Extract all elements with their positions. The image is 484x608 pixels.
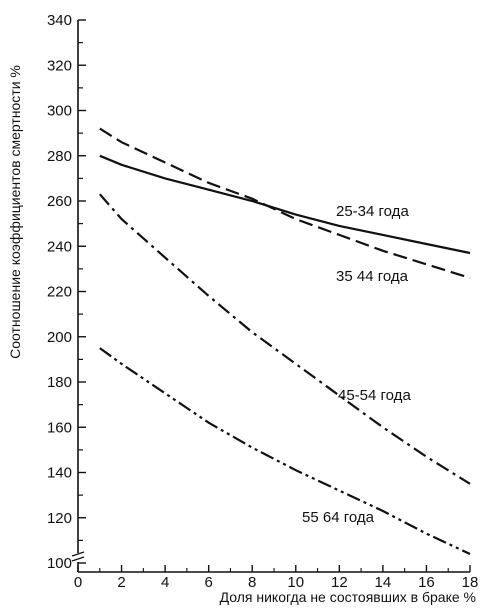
label-layer: 25-34 года 35 44 года 45-54 года 55 64 года xyxy=(302,203,411,526)
y-tick-label: 280 xyxy=(47,148,72,165)
series-label-3: 45-54 года xyxy=(338,387,411,404)
y-tick-label: 180 xyxy=(47,374,72,391)
series-layer xyxy=(98,127,471,555)
series-line-1 xyxy=(99,154,471,255)
y-tick-label: 300 xyxy=(47,103,72,120)
axis-break-mark xyxy=(71,551,85,562)
axes: 100 120 140 160 180 200 220 240 260 280 300 320 340 0… xyxy=(47,12,478,591)
series-line-3 xyxy=(98,193,471,485)
x-tick-label: 2 xyxy=(117,574,125,591)
x-tick-label: 8 xyxy=(248,574,256,591)
y-tick-label: 140 xyxy=(47,465,72,482)
y-tick-label: 240 xyxy=(47,238,72,255)
x-tick-label: 18 xyxy=(462,574,479,591)
y-tick-label: 220 xyxy=(47,284,72,301)
y-tick-label: 160 xyxy=(47,419,72,436)
y-tick-label: 320 xyxy=(47,57,72,74)
y-tick-label: 340 xyxy=(47,12,72,29)
x-tick-label: 16 xyxy=(418,574,435,591)
series-label-2: 35 44 года xyxy=(336,268,409,285)
x-tick-label: 12 xyxy=(331,574,348,591)
x-tick-label: 0 xyxy=(74,574,82,591)
y-tick-label: 120 xyxy=(47,510,72,527)
x-axis-title: Доля никогда не состоявших в браке % xyxy=(220,589,476,605)
y-tick-label: 200 xyxy=(47,329,72,346)
x-tick-label: 10 xyxy=(287,574,304,591)
series-line-4 xyxy=(99,347,471,555)
series-label-4: 55 64 года xyxy=(302,509,375,526)
x-tick-label: 4 xyxy=(161,574,169,591)
series-line-2 xyxy=(99,127,471,279)
series-label-1: 25-34 года xyxy=(336,203,409,220)
y-tick-label: 100 xyxy=(47,555,72,572)
x-tick-label: 14 xyxy=(375,574,392,591)
y-tick-label: 260 xyxy=(47,193,72,210)
x-tick-label: 6 xyxy=(204,574,212,591)
y-axis-title: Соотношение коэффициентов смертности % xyxy=(7,65,23,359)
